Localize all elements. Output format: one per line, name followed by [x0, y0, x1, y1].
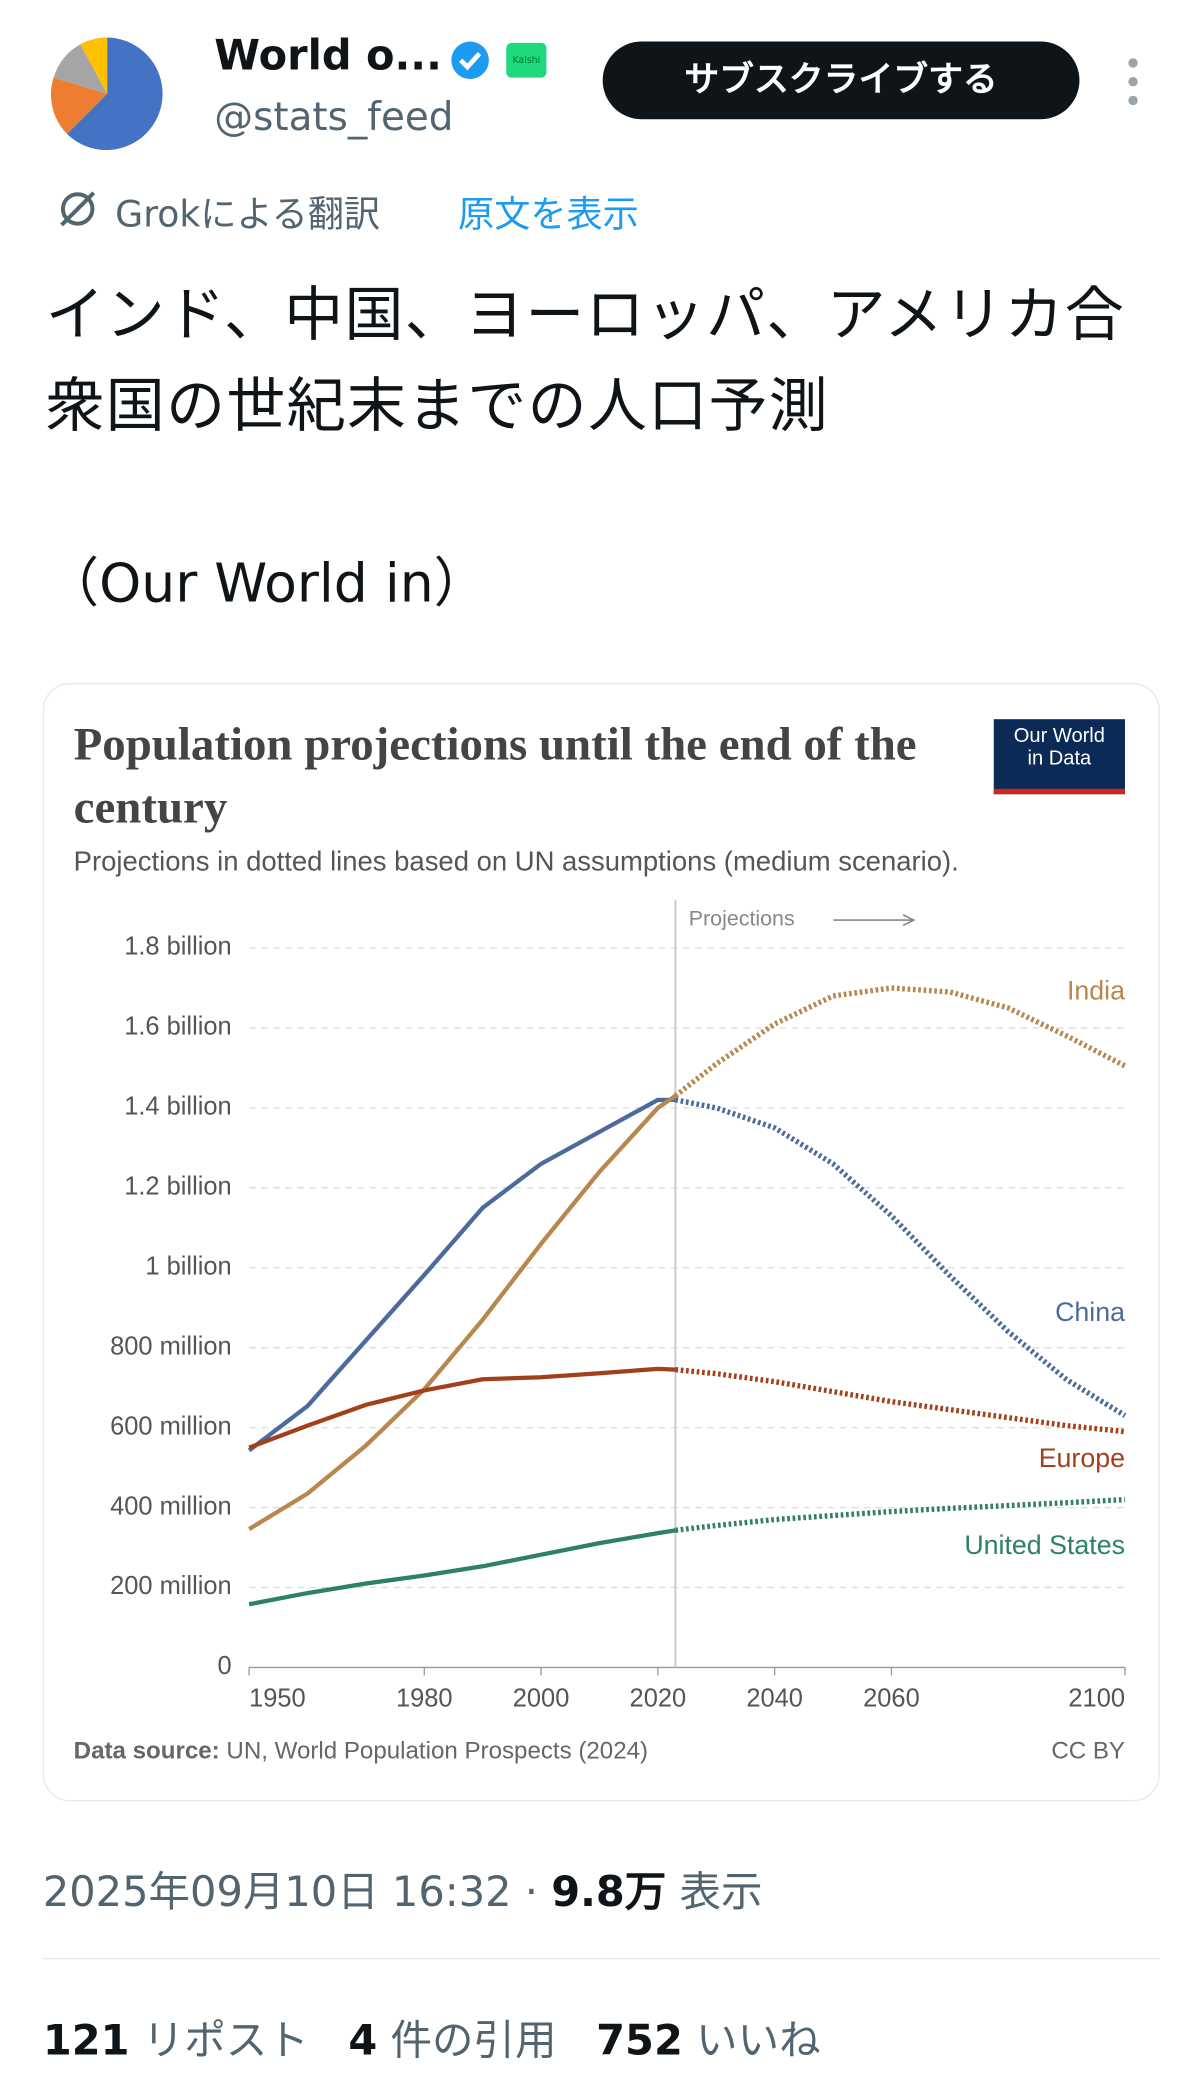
- owid-logo: Our World in Data: [993, 719, 1126, 795]
- meta-line: 2025年09月10日 16:32 · 9.8万 表示: [43, 1858, 763, 1918]
- projection-line-series: [675, 1496, 1126, 1533]
- avatar[interactable]: [50, 37, 164, 151]
- affiliate-badge: Kalshi: [506, 42, 547, 78]
- logo-line: Our World: [1013, 724, 1105, 748]
- series-label: India: [1067, 975, 1125, 1005]
- x-tick-label: 2000: [513, 1684, 570, 1712]
- projection-line-series: [673, 985, 1127, 1098]
- stat[interactable]: 121 リポスト: [43, 2017, 309, 2065]
- divider: [42, 1958, 1160, 1960]
- y-tick-label: 1.6 billion: [124, 1013, 231, 1041]
- separator: ·: [524, 1868, 538, 1917]
- x-tick-label: 2040: [746, 1684, 803, 1712]
- y-tick-label: 1.4 billion: [124, 1093, 231, 1121]
- projection-line-series: [675, 1366, 1126, 1435]
- y-tick-label: 1.8 billion: [124, 933, 231, 961]
- tweet-text: （Our World in）: [45, 553, 488, 615]
- stat[interactable]: 4 件の引用: [348, 2017, 556, 2065]
- x-tick-label: 1950: [249, 1684, 306, 1712]
- y-tick-label: 800 million: [110, 1332, 232, 1360]
- x-tick-label: 2060: [863, 1684, 920, 1712]
- line-series: [247, 1097, 676, 1453]
- y-tick-label: 400 million: [110, 1492, 232, 1520]
- view-count: 9.8万: [551, 1868, 667, 1917]
- x-tick-label: 2020: [630, 1684, 687, 1712]
- series-label: China: [1055, 1297, 1125, 1327]
- subscribe-button[interactable]: サブスクライブする: [602, 41, 1080, 120]
- source-label: Data source:: [73, 1737, 220, 1764]
- chart-title: Population projections until the end of …: [73, 717, 917, 834]
- stat-label: リポスト: [142, 2016, 309, 2066]
- x-tick-label: 1980: [396, 1684, 453, 1712]
- verified-badge: [451, 41, 489, 80]
- more-menu[interactable]: [1122, 56, 1143, 110]
- chart-subtitle: Projections in dotted lines based on UN …: [73, 846, 959, 878]
- y-tick-label: 600 million: [110, 1412, 232, 1440]
- stat-label: いいね: [696, 2016, 821, 2066]
- y-tick-label: 0: [218, 1652, 232, 1680]
- stat-count: 752: [596, 2016, 683, 2066]
- line-series: [247, 1094, 677, 1531]
- y-tick-label: 200 million: [110, 1572, 232, 1600]
- projection-arrow: [833, 914, 916, 927]
- source: UN, World Population Prospects (2024): [226, 1737, 649, 1764]
- show-original-link[interactable]: 原文を表示: [458, 194, 639, 236]
- x-tick-label: 2100: [1068, 1684, 1125, 1712]
- stat[interactable]: 752 いいね: [596, 2017, 820, 2065]
- series-label: Europe: [1039, 1443, 1125, 1473]
- projection-label: Projections: [689, 907, 795, 931]
- stat-count: 121: [42, 2016, 130, 2066]
- view-label: 表示: [679, 1868, 763, 1917]
- grok-icon: [60, 191, 96, 227]
- line-series: [248, 1528, 676, 1607]
- tweet-text: インド、中国、ヨーロッパ、アメリカ合衆国の世紀末までの人口予測: [45, 281, 1126, 441]
- stats-line: 121 リポスト 4 件の引用 752 いいね: [43, 2006, 821, 2066]
- stat-label: 件の引用: [390, 2016, 557, 2066]
- source-line: Data source: UN, World Population Prospe…: [74, 1737, 648, 1765]
- timestamp[interactable]: 2025年09月10日 16:32: [42, 1868, 512, 1917]
- y-tick-label: 1.2 billion: [124, 1173, 231, 1201]
- handle[interactable]: @stats_feed: [214, 93, 454, 140]
- series-label: United States: [964, 1530, 1125, 1560]
- line-series: [248, 1366, 676, 1450]
- translation-label: Grokによる翻訳: [115, 194, 381, 236]
- license: CC BY: [1051, 1737, 1126, 1764]
- projection-line-series: [674, 1097, 1127, 1418]
- display-name[interactable]: World o...: [214, 32, 442, 81]
- media-card[interactable]: [42, 683, 1160, 1802]
- y-tick-label: 1 billion: [145, 1252, 231, 1280]
- logo-line: in Data: [1027, 747, 1092, 771]
- stat-count: 4: [348, 2016, 378, 2066]
